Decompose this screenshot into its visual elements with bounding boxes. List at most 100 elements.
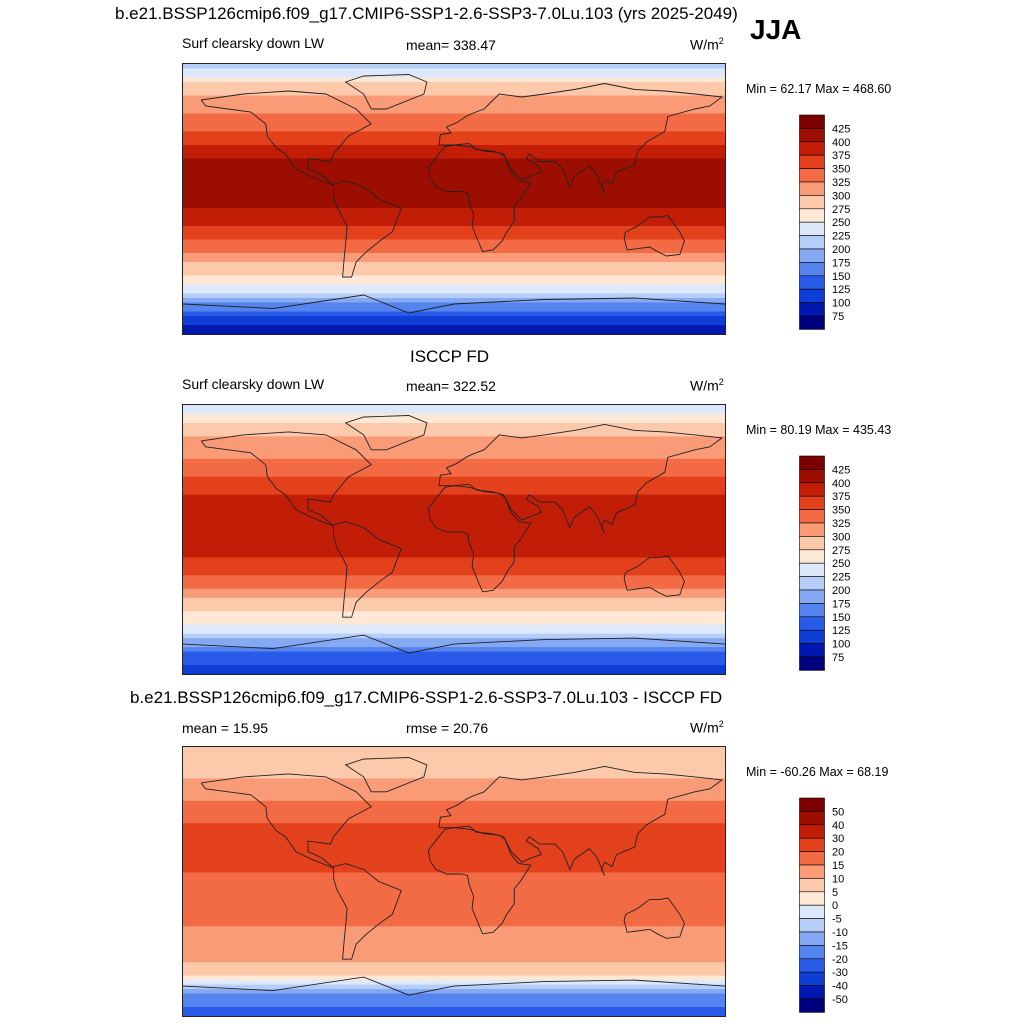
coastline — [200, 90, 372, 186]
heatmap-band — [183, 912, 725, 918]
heatmap-band — [183, 481, 725, 487]
heatmap-band — [183, 494, 725, 500]
colorbar-tick-label: 425 — [832, 464, 850, 476]
colorbar-tick-label: 15 — [832, 860, 844, 872]
heatmap-band — [183, 136, 725, 142]
panel-1-units: W/m2 — [690, 36, 724, 53]
heatmap-band — [183, 832, 725, 838]
colorbar-swatch — [799, 181, 825, 196]
heatmap-band — [183, 154, 725, 160]
heatmap-band — [183, 773, 725, 779]
coastline — [438, 83, 724, 194]
heatmap-band — [183, 939, 725, 945]
colorbar-tick-label: 350 — [832, 164, 850, 176]
heatmap-band — [183, 235, 725, 241]
heatmap-band — [183, 226, 725, 232]
heatmap-band — [183, 989, 725, 995]
coastline — [183, 634, 725, 654]
coastline — [623, 555, 685, 597]
heatmap-band — [183, 561, 725, 567]
heatmap-band — [183, 275, 725, 281]
heatmap-band — [183, 841, 725, 847]
heatmap-band — [183, 980, 725, 986]
heatmap-band — [183, 1007, 725, 1013]
heatmap-band — [183, 760, 725, 766]
heatmap-band — [183, 764, 725, 771]
colorbar-swatch — [799, 958, 825, 973]
colorbar-swatch — [799, 576, 825, 591]
heatmap-band — [183, 325, 725, 331]
heatmap-band — [183, 503, 725, 509]
colorbar-swatch — [799, 603, 825, 618]
panel-1-colorbar: 75 100 125 150 175 200 225 250 275 300 325 350 375 40… — [799, 114, 869, 333]
heatmap-band — [183, 95, 725, 101]
heatmap-band — [183, 796, 725, 802]
colorbar-swatch — [799, 797, 825, 812]
colorbar-swatch — [799, 837, 825, 852]
colorbar-tick-label: -20 — [832, 954, 848, 966]
colorbar-swatch — [799, 248, 825, 263]
colorbar-swatch — [799, 315, 825, 330]
heatmap-band — [183, 665, 725, 671]
heatmap-band — [183, 77, 725, 83]
heatmap-band — [183, 298, 725, 304]
panel-3-rmse-label: rmse = 20.76 — [406, 720, 489, 736]
heatmap-band — [183, 894, 725, 901]
colorbar-swatch — [799, 864, 825, 879]
heatmap-band — [183, 868, 725, 874]
colorbar-tick-label: 40 — [832, 820, 844, 832]
colorbar-tick-label: 75 — [832, 311, 844, 323]
heatmap-band — [183, 975, 725, 981]
heatmap-band — [183, 311, 725, 317]
heatmap-band — [183, 118, 725, 124]
colorbar-swatch — [799, 195, 825, 210]
colorbar-tick-label: 5 — [832, 887, 838, 899]
heatmap-band — [183, 899, 725, 905]
heatmap-band — [183, 163, 725, 169]
heatmap-band — [183, 316, 725, 322]
heatmap-band — [183, 552, 725, 559]
colorbar-tick-label: 300 — [832, 190, 850, 202]
coastline — [183, 976, 725, 996]
heatmap-band — [183, 791, 725, 797]
heatmap-band — [183, 131, 725, 137]
colorbar-swatch — [799, 482, 825, 497]
coastline — [427, 483, 532, 593]
heatmap-band — [183, 329, 725, 334]
heatmap-band — [183, 944, 725, 950]
heatmap-band — [183, 530, 725, 536]
colorbar-swatch — [799, 208, 825, 223]
colorbar-swatch — [799, 455, 825, 470]
heatmap-band — [183, 167, 725, 173]
colorbar-swatch — [799, 495, 825, 510]
heatmap-band — [183, 463, 725, 469]
heatmap-band — [183, 755, 725, 762]
heatmap-band — [183, 1002, 725, 1008]
colorbar-tick-label: 275 — [832, 204, 850, 216]
heatmap-band — [183, 926, 725, 932]
colorbar-tick-label: 50 — [832, 806, 844, 818]
colorbar-swatch — [799, 562, 825, 577]
heatmap-band — [183, 948, 725, 954]
colorbar-tick-label: 0 — [832, 900, 838, 912]
heatmap-band — [183, 593, 725, 599]
colorbar-swatch — [799, 141, 825, 156]
heatmap-band — [183, 418, 725, 424]
heatmap-band — [183, 872, 725, 878]
heatmap-band — [183, 850, 725, 856]
heatmap-band — [183, 881, 725, 887]
heatmap-svg — [183, 405, 725, 674]
colorbar-swatch — [799, 878, 825, 893]
colorbar-swatch — [799, 945, 825, 960]
colorbar-swatch — [799, 522, 825, 537]
colorbar-tick-label: 175 — [832, 598, 850, 610]
heatmap-band — [183, 217, 725, 223]
heatmap-band — [183, 539, 725, 545]
heatmap-band — [183, 176, 725, 182]
heatmap-band — [183, 454, 725, 460]
coastline — [623, 897, 685, 939]
heatmap-band — [183, 194, 725, 200]
heatmap-band — [183, 903, 725, 909]
heatmap-band — [183, 485, 725, 491]
colorbar-swatch — [799, 985, 825, 1000]
